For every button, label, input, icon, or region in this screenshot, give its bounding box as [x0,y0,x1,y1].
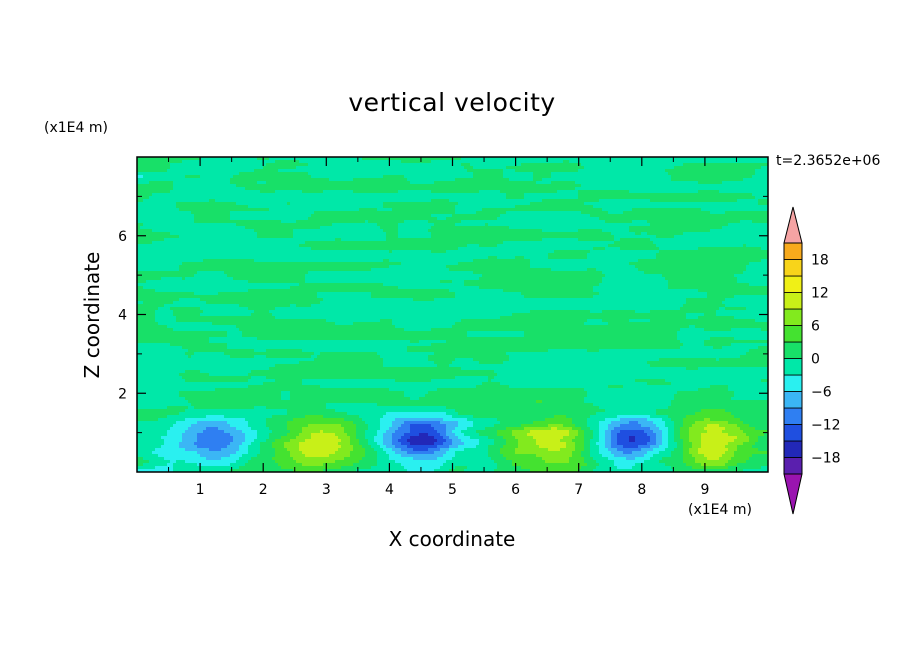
colorbar-frame [783,242,803,475]
colorbar-segment [783,325,803,343]
y-tick-label: 2 [118,386,127,402]
y-tick-label: 6 [118,229,127,245]
x-axis-label: X coordinate [0,527,904,551]
x-tick-label: 7 [574,482,583,498]
colorbar-segment [783,259,803,277]
colorbar-segment [783,440,803,458]
colorbar-extend-max [783,206,803,244]
colorbar-tick-label: 12 [811,286,829,302]
x-tick-label: 1 [196,482,205,498]
colorbar-tick-label: 0 [811,352,820,368]
colorbar-segment [783,374,803,392]
colorbar-extend-min [783,473,803,515]
x-tick-label: 8 [637,482,646,498]
colorbar-segment [783,358,803,376]
y-axis-unit-label: (x1E4 m) [44,120,108,136]
y-tick-label: 4 [118,308,127,324]
colorbar-tick-label: −12 [811,418,841,434]
time-label: t=2.3652e+06 [776,153,880,169]
colorbar-tick-label: 18 [811,253,829,269]
colorbar-segment [783,308,803,326]
colorbar-segment [783,292,803,310]
colorbar-segment [783,242,803,260]
x-tick-label: 9 [700,482,709,498]
colorbar-segment [783,275,803,293]
colorbar-segment [783,391,803,409]
colorbar-segment [783,424,803,442]
colorbar-segment [783,407,803,425]
chart-title: vertical velocity [0,88,904,117]
y-axis-label: Z coordinate [80,252,104,379]
contour-field [137,157,769,473]
x-tick-label: 2 [259,482,268,498]
x-tick-label: 5 [448,482,457,498]
x-tick-label: 6 [511,482,520,498]
colorbar-segment [783,341,803,359]
colorbar-tick-label: −6 [811,385,832,401]
colorbar-tick-label: 6 [811,319,820,335]
x-tick-label: 3 [322,482,331,498]
colorbar-segment [783,457,803,475]
colorbar-tick-label: −18 [811,451,841,467]
x-axis-unit-label: (x1E4 m) [688,502,752,518]
x-tick-label: 4 [385,482,394,498]
